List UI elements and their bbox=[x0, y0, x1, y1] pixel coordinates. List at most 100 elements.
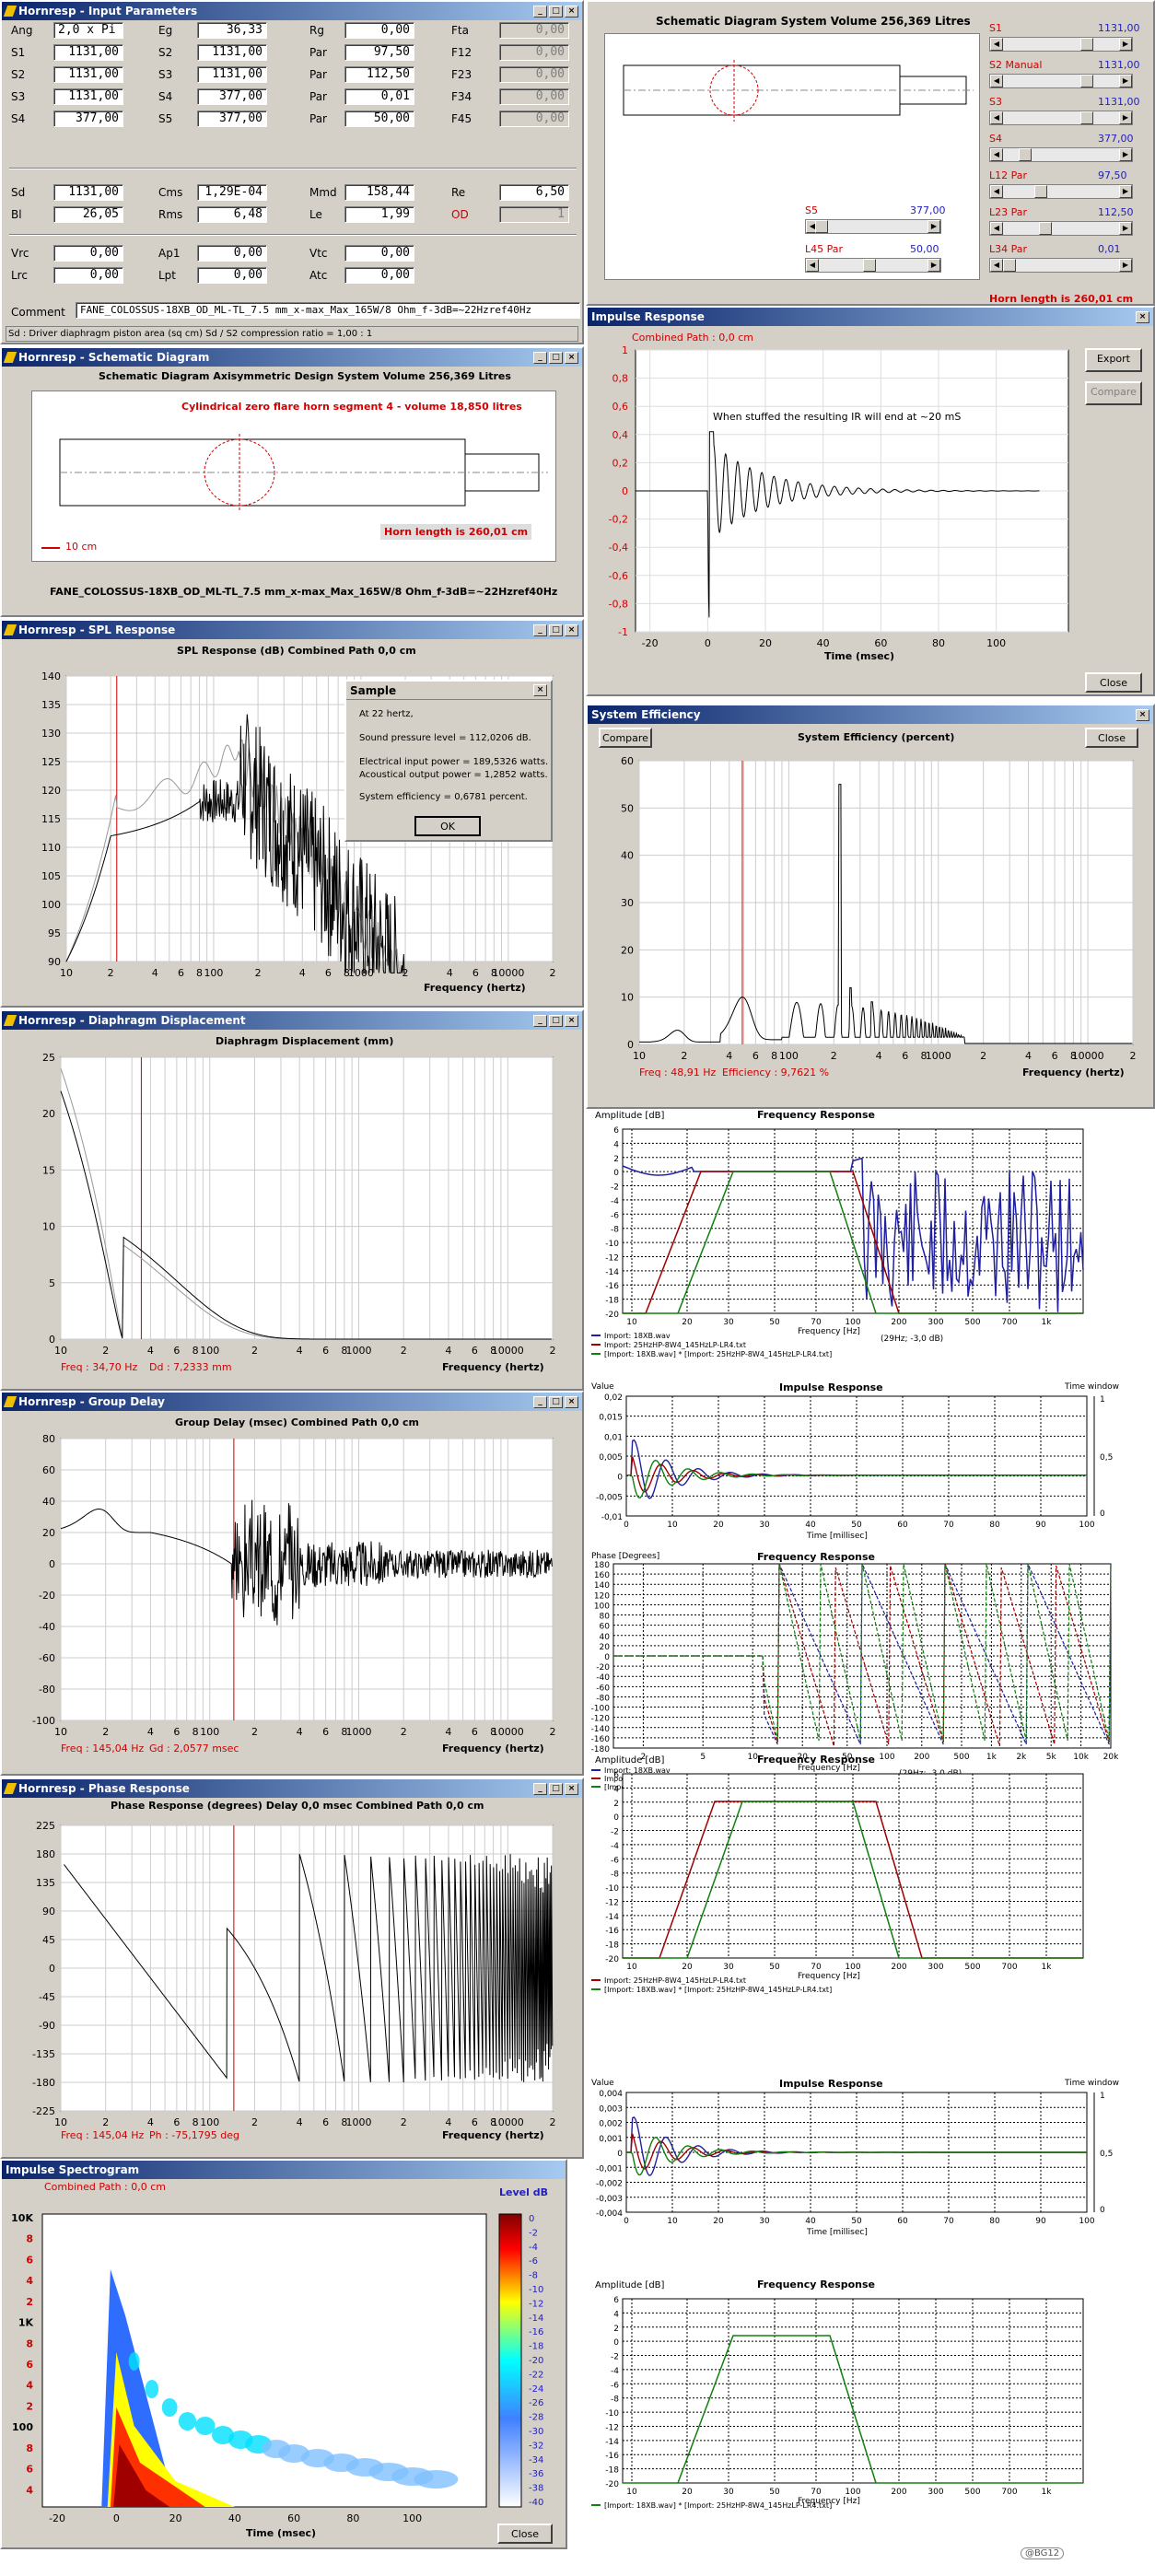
param-field-mmd[interactable]: 158,44 bbox=[344, 184, 414, 201]
ok-button[interactable]: OK bbox=[414, 816, 481, 836]
parameter-slider[interactable]: ◀ ▶ bbox=[989, 147, 1133, 162]
y-tick: -20 bbox=[39, 1590, 55, 1602]
param-field-lrc[interactable]: 0,00 bbox=[53, 267, 123, 284]
phase-titlebar[interactable]: Hornresp - Phase Response _ □ × bbox=[2, 1779, 582, 1798]
diaph-header: Diaphragm Displacement (mm) bbox=[216, 1035, 394, 1047]
close-button[interactable]: Close bbox=[497, 2524, 553, 2544]
param-field-par[interactable]: 112,50 bbox=[344, 66, 414, 83]
param-field-vtc[interactable]: 0,00 bbox=[344, 245, 414, 262]
sample-freq: At 22 hertz, bbox=[359, 709, 414, 719]
param-field-s1[interactable]: 1131,00 bbox=[53, 44, 123, 61]
param-field-fta[interactable]: 0,00 bbox=[499, 22, 569, 39]
param-field-f45[interactable]: 0,00 bbox=[499, 111, 569, 127]
maximize-icon[interactable]: □ bbox=[549, 624, 563, 636]
param-field-eg[interactable]: 36,33 bbox=[197, 22, 267, 39]
param-field-rg[interactable]: 0,00 bbox=[344, 22, 414, 39]
parameter-slider[interactable]: ◀ ▶ bbox=[989, 111, 1133, 125]
spectrogram-titlebar[interactable]: Impulse Spectrogram bbox=[2, 2161, 566, 2179]
param-field-s4[interactable]: 377,00 bbox=[197, 88, 267, 105]
impulse-titlebar[interactable]: Impulse Response × bbox=[588, 308, 1153, 326]
param-field-sd[interactable]: 1131,00 bbox=[53, 184, 123, 201]
param-field-ap1[interactable]: 0,00 bbox=[197, 245, 267, 262]
param-field-s3[interactable]: 1131,00 bbox=[53, 88, 123, 105]
slider-label: S1 bbox=[989, 22, 1002, 34]
diaphragm-titlebar[interactable]: Hornresp - Diaphragm Displacement _ □ × bbox=[2, 1011, 582, 1030]
maximize-icon[interactable]: □ bbox=[549, 1782, 563, 1795]
minimize-icon[interactable]: _ bbox=[533, 351, 547, 364]
horn-length-top: Horn length is 260,01 cm bbox=[989, 293, 1134, 305]
export-button[interactable]: Export bbox=[1085, 348, 1142, 372]
param-label: Lpt bbox=[158, 269, 177, 282]
param-field-s3[interactable]: 1131,00 bbox=[197, 66, 267, 83]
maximize-icon[interactable]: □ bbox=[549, 1395, 563, 1408]
param-field-ang[interactable]: 2,0 x Pi bbox=[53, 22, 123, 39]
comment-field[interactable]: FANE_COLOSSUS-18XB_OD_ML-TL_7.5 mm_x-max… bbox=[76, 302, 580, 319]
y-tick: -10 bbox=[605, 2409, 619, 2419]
close-icon[interactable]: × bbox=[565, 5, 578, 17]
spl-titlebar[interactable]: Hornresp - SPL Response _ □ × bbox=[2, 621, 582, 639]
sample-titlebar[interactable]: Sample × bbox=[346, 682, 551, 700]
param-field-par[interactable]: 0,01 bbox=[344, 88, 414, 105]
x-tick: 20k bbox=[1103, 1753, 1119, 1762]
l45-slider[interactable]: ◀ ▶ bbox=[805, 258, 941, 273]
parameter-slider[interactable]: ◀ ▶ bbox=[989, 221, 1133, 236]
param-field-f12[interactable]: 0,00 bbox=[499, 44, 569, 61]
parameter-slider[interactable]: ◀ ▶ bbox=[989, 258, 1133, 273]
close-icon[interactable]: × bbox=[565, 624, 578, 636]
s5-slider[interactable]: ◀ ▶ bbox=[805, 219, 941, 234]
param-field-bl[interactable]: 26,05 bbox=[53, 206, 123, 223]
efficiency-titlebar[interactable]: System Efficiency × bbox=[588, 705, 1153, 724]
schematic-titlebar[interactable]: Hornresp - Schematic Diagram _ □ × bbox=[2, 348, 582, 367]
level-tick: -32 bbox=[529, 2441, 543, 2451]
param-field-atc[interactable]: 0,00 bbox=[344, 267, 414, 284]
gd-titlebar[interactable]: Hornresp - Group Delay _ □ × bbox=[2, 1393, 582, 1411]
close-icon[interactable]: × bbox=[533, 684, 547, 696]
minimize-icon[interactable]: _ bbox=[533, 5, 547, 17]
minimize-icon[interactable]: _ bbox=[533, 1395, 547, 1408]
param-field-rms[interactable]: 6,48 bbox=[197, 206, 267, 223]
x-tick: 500 bbox=[964, 1963, 980, 1972]
param-field-vrc[interactable]: 0,00 bbox=[53, 245, 123, 262]
close-icon[interactable]: × bbox=[565, 1782, 578, 1795]
param-field-s4[interactable]: 377,00 bbox=[53, 111, 123, 127]
compare-button[interactable]: Compare bbox=[1085, 381, 1142, 405]
minimize-icon[interactable]: _ bbox=[533, 624, 547, 636]
impulse-chart: 1 0,8 0,6 0,4 0,2 0 -0,2 -0,4 -0,6 -0,8 -1 -20 0 20 40… bbox=[609, 344, 1069, 662]
param-field-f23[interactable]: 0,00 bbox=[499, 66, 569, 83]
param-field-le[interactable]: 1,99 bbox=[344, 206, 414, 223]
close-icon[interactable]: × bbox=[565, 1395, 578, 1408]
param-field-s2[interactable]: 1131,00 bbox=[53, 66, 123, 83]
close-icon[interactable]: × bbox=[1136, 708, 1149, 721]
param-field-lpt[interactable]: 0,00 bbox=[197, 267, 267, 284]
param-field-od[interactable]: 1 bbox=[499, 206, 569, 223]
minimize-icon[interactable]: _ bbox=[533, 1782, 547, 1795]
param-field-s2[interactable]: 1131,00 bbox=[197, 44, 267, 61]
y-tick: -90 bbox=[39, 2020, 55, 2032]
close-icon[interactable]: × bbox=[565, 351, 578, 364]
param-field-par[interactable]: 50,00 bbox=[344, 111, 414, 127]
slider-label: S3 bbox=[989, 96, 1002, 108]
y-tick: 0,003 bbox=[599, 2104, 623, 2114]
close-button[interactable]: Close bbox=[1085, 728, 1138, 748]
maximize-icon[interactable]: □ bbox=[549, 351, 563, 364]
parameter-slider[interactable]: ◀ ▶ bbox=[989, 184, 1133, 199]
level-tick: -26 bbox=[529, 2398, 543, 2408]
parameter-slider[interactable]: ◀ ▶ bbox=[989, 74, 1133, 88]
param-field-f34[interactable]: 0,00 bbox=[499, 88, 569, 105]
maximize-icon[interactable]: □ bbox=[549, 5, 563, 17]
x-tick: 60 bbox=[874, 637, 887, 649]
param-field-cms[interactable]: 1,29E-04 bbox=[197, 184, 267, 201]
param-field-re[interactable]: 6,50 bbox=[499, 184, 569, 201]
x-tick: 2 bbox=[108, 967, 114, 979]
close-icon[interactable]: × bbox=[565, 1014, 578, 1027]
compare-button[interactable]: Compare bbox=[599, 728, 652, 748]
y-tick: -14 bbox=[605, 2438, 619, 2447]
close-icon[interactable]: × bbox=[1136, 310, 1149, 323]
param-field-s5[interactable]: 377,00 bbox=[197, 111, 267, 127]
maximize-icon[interactable]: □ bbox=[549, 1014, 563, 1027]
minimize-icon[interactable]: _ bbox=[533, 1014, 547, 1027]
input-parameters-titlebar[interactable]: Hornresp - Input Parameters _ □ × bbox=[2, 2, 582, 20]
close-button[interactable]: Close bbox=[1085, 672, 1142, 693]
param-field-par[interactable]: 97,50 bbox=[344, 44, 414, 61]
parameter-slider[interactable]: ◀ ▶ bbox=[989, 37, 1133, 52]
